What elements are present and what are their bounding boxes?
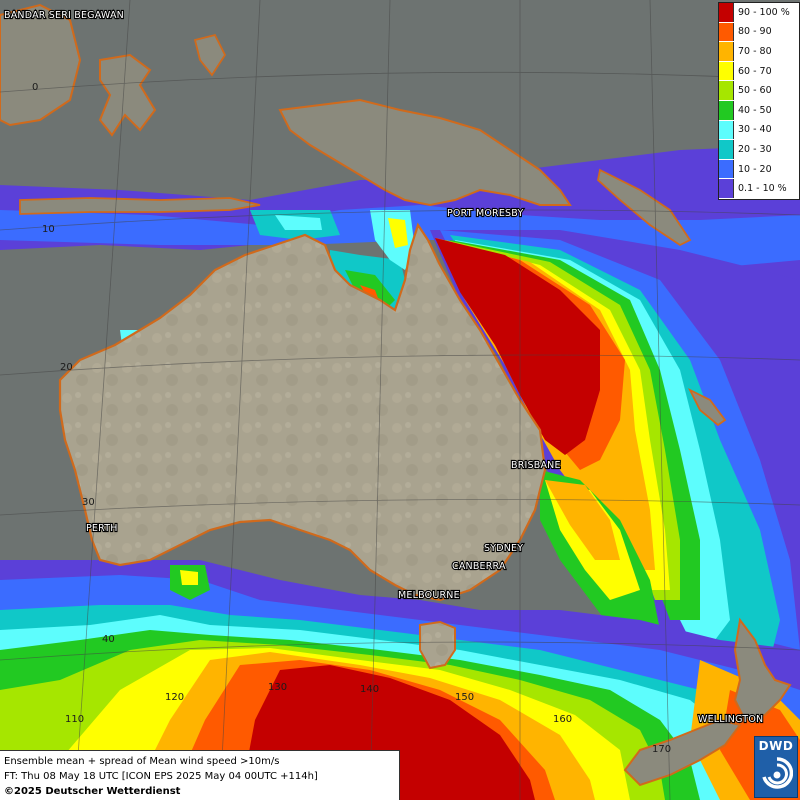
legend-row: 40 - 50 [719,100,799,121]
lon-label-170: 170 [652,744,671,755]
legend-row: 10 - 20 [719,159,799,180]
lon-label-140: 140 [360,684,379,695]
land-nz-north [733,617,792,722]
legend-swatch [719,100,734,120]
legend-label: 30 - 40 [738,124,772,136]
land-tasmania [419,620,456,670]
dwd-swirl-icon [762,757,793,789]
info-box: Ensemble mean + spread of Mean wind spee… [0,750,400,800]
legend-label: 40 - 50 [738,104,772,116]
legend-row: 50 - 60 [719,81,799,101]
land-halmahera [193,33,227,77]
legend: 90 - 100 % 80 - 90 70 - 80 60 - 70 50 - 60 40… [718,2,800,200]
legend-swatch [719,3,734,22]
city-port-moresby: PORT MORESBY [447,208,523,219]
legend-label: 90 - 100 % [738,6,790,18]
legend-label: 60 - 70 [738,65,772,77]
lat-label-20: 20 [60,362,73,373]
lon-label-120: 120 [165,692,184,703]
legend-label: 0.1 - 10 % [738,183,787,195]
legend-swatch [719,120,734,140]
legend-row: 70 - 80 [719,42,799,62]
legend-label: 70 - 80 [738,45,772,57]
city-bandar-seri-begawan: BANDAR SERI BEGAWAN [4,10,124,21]
land-solomon [597,168,692,247]
legend-label: 80 - 90 [738,26,772,38]
lat-label-10: 10 [42,224,55,235]
longitude-labels: 110 120 130 140 150 160 170 [65,682,671,755]
city-wellington: WELLINGTON [698,714,763,725]
legend-row: 60 - 70 [719,61,799,82]
legend-row: 90 - 100 % [719,3,799,23]
legend-swatch [719,61,734,81]
land-new-guinea [278,98,572,207]
legend-swatch [719,81,734,100]
shade-cape-york-yellow [388,218,408,248]
lon-label-160: 160 [553,714,572,725]
lon-label-130: 130 [268,682,287,693]
land-nz-south [623,718,742,787]
legend-swatch [719,159,734,179]
lon-label-110: 110 [65,714,84,725]
lat-label-40: 40 [102,634,115,645]
land-australia [58,222,547,602]
lat-label-0: 0 [32,82,38,93]
legend-label: 10 - 20 [738,163,772,175]
legend-row: 0.1 - 10 % [719,179,799,199]
shade-arafura-cyan [275,215,322,230]
land-borneo [0,3,82,127]
city-perth: PERTH [86,523,118,534]
land-new-caledonia [687,387,727,427]
city-sydney: SYDNEY [484,543,523,554]
legend-label: 20 - 30 [738,143,772,155]
latitude-labels: 0 10 20 30 40 [32,82,115,645]
lat-label-30: 30 [82,497,95,508]
shade-coral-sea-red [435,238,600,455]
city-canberra: CANBERRA [452,561,506,572]
city-melbourne: MELBOURNE [398,590,460,601]
land-sulawesi [98,53,157,137]
lon-label-150: 150 [455,692,474,703]
legend-swatch [719,42,734,61]
city-brisbane: BRISBANE [511,460,561,471]
land-lesser-sunda [19,197,261,215]
legend-row: 30 - 40 [719,120,799,141]
legend-row: 20 - 30 [719,140,799,160]
legend-swatch [719,179,734,198]
legend-swatch [719,22,734,42]
copyright: ©2025 Deutscher Wetterdienst [4,786,181,797]
dwd-logo: DWD [754,736,798,798]
legend-swatch [719,140,734,159]
legend-label: 50 - 60 [738,85,772,97]
legend-row: 80 - 90 [719,22,799,43]
shade-carpentaria-red [360,285,378,298]
product-title: Ensemble mean + spread of Mean wind spee… [4,756,280,767]
city-labels: BANDAR SERI BEGAWAN PORT MORESBY BRISBAN… [3,9,764,726]
dwd-logo-text: DWD [758,739,794,753]
forecast-time: FT: Thu 08 May 18 UTC [ICON EPS 2025 May… [4,771,318,782]
shade-sw-lime [180,570,198,585]
